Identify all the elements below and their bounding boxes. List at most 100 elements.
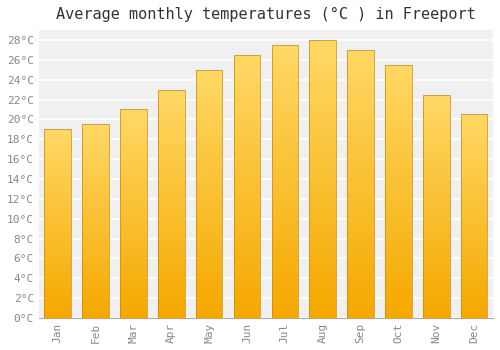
Bar bbox=[196, 184, 222, 189]
Bar bbox=[234, 239, 260, 244]
Bar bbox=[423, 180, 450, 184]
Bar bbox=[234, 149, 260, 155]
Bar bbox=[272, 89, 298, 94]
Bar bbox=[423, 251, 450, 256]
Bar bbox=[272, 214, 298, 220]
Bar bbox=[272, 181, 298, 187]
Bar bbox=[348, 222, 374, 227]
Bar bbox=[120, 151, 146, 155]
Bar bbox=[234, 297, 260, 302]
Bar bbox=[348, 189, 374, 195]
Bar bbox=[120, 285, 146, 289]
Bar bbox=[310, 146, 336, 151]
Bar bbox=[82, 306, 109, 310]
Bar bbox=[196, 90, 222, 95]
Bar bbox=[234, 86, 260, 92]
Bar bbox=[120, 122, 146, 126]
Bar bbox=[158, 222, 184, 226]
Bar bbox=[423, 193, 450, 197]
Bar bbox=[82, 260, 109, 264]
Bar bbox=[272, 78, 298, 83]
Bar bbox=[234, 265, 260, 271]
Bar bbox=[120, 164, 146, 168]
Bar bbox=[120, 306, 146, 310]
Bar bbox=[82, 178, 109, 182]
Bar bbox=[234, 213, 260, 218]
Bar bbox=[158, 290, 184, 295]
Bar bbox=[348, 195, 374, 200]
Bar bbox=[158, 254, 184, 259]
Bar bbox=[310, 190, 336, 196]
Bar bbox=[82, 132, 109, 136]
Bar bbox=[385, 191, 411, 196]
Bar bbox=[196, 209, 222, 214]
Bar bbox=[272, 165, 298, 170]
Bar bbox=[272, 198, 298, 203]
Bar bbox=[461, 172, 487, 175]
Bar bbox=[385, 288, 411, 293]
Bar bbox=[82, 248, 109, 252]
Bar bbox=[385, 202, 411, 206]
Bar bbox=[310, 234, 336, 240]
Bar bbox=[348, 270, 374, 275]
Bar bbox=[44, 133, 71, 137]
Bar bbox=[385, 293, 411, 298]
Bar bbox=[158, 272, 184, 277]
Bar bbox=[234, 134, 260, 139]
Bar bbox=[348, 50, 374, 318]
Bar bbox=[120, 310, 146, 314]
Bar bbox=[461, 212, 487, 216]
Bar bbox=[348, 125, 374, 130]
Bar bbox=[348, 168, 374, 173]
Bar bbox=[461, 229, 487, 232]
Bar bbox=[158, 149, 184, 154]
Bar bbox=[310, 240, 336, 246]
Bar bbox=[44, 231, 71, 235]
Bar bbox=[310, 313, 336, 318]
Bar bbox=[158, 181, 184, 186]
Bar bbox=[423, 215, 450, 220]
Bar bbox=[234, 71, 260, 76]
Bar bbox=[461, 204, 487, 208]
Bar bbox=[348, 61, 374, 66]
Bar bbox=[158, 135, 184, 140]
Bar bbox=[310, 96, 336, 101]
Bar bbox=[348, 146, 374, 152]
Bar bbox=[272, 116, 298, 121]
Bar bbox=[385, 232, 411, 237]
Bar bbox=[348, 82, 374, 88]
Bar bbox=[461, 196, 487, 200]
Bar bbox=[44, 178, 71, 182]
Bar bbox=[196, 164, 222, 169]
Bar bbox=[234, 223, 260, 229]
Bar bbox=[82, 268, 109, 272]
Bar bbox=[348, 141, 374, 146]
Bar bbox=[310, 101, 336, 107]
Bar bbox=[385, 65, 411, 70]
Bar bbox=[310, 279, 336, 285]
Bar bbox=[82, 124, 109, 128]
Bar bbox=[234, 192, 260, 197]
Bar bbox=[158, 226, 184, 231]
Bar bbox=[348, 243, 374, 248]
Bar bbox=[120, 184, 146, 189]
Bar bbox=[196, 293, 222, 298]
Bar bbox=[82, 295, 109, 299]
Bar bbox=[385, 298, 411, 303]
Bar bbox=[234, 181, 260, 187]
Bar bbox=[461, 135, 487, 139]
Bar bbox=[196, 174, 222, 179]
Bar bbox=[310, 184, 336, 190]
Bar bbox=[348, 77, 374, 82]
Bar bbox=[82, 275, 109, 279]
Bar bbox=[272, 105, 298, 111]
Bar bbox=[423, 202, 450, 206]
Bar bbox=[348, 286, 374, 291]
Bar bbox=[310, 246, 336, 251]
Bar bbox=[82, 167, 109, 171]
Bar bbox=[44, 197, 71, 201]
Bar bbox=[385, 100, 411, 105]
Bar bbox=[348, 275, 374, 280]
Bar bbox=[385, 242, 411, 247]
Bar bbox=[423, 256, 450, 260]
